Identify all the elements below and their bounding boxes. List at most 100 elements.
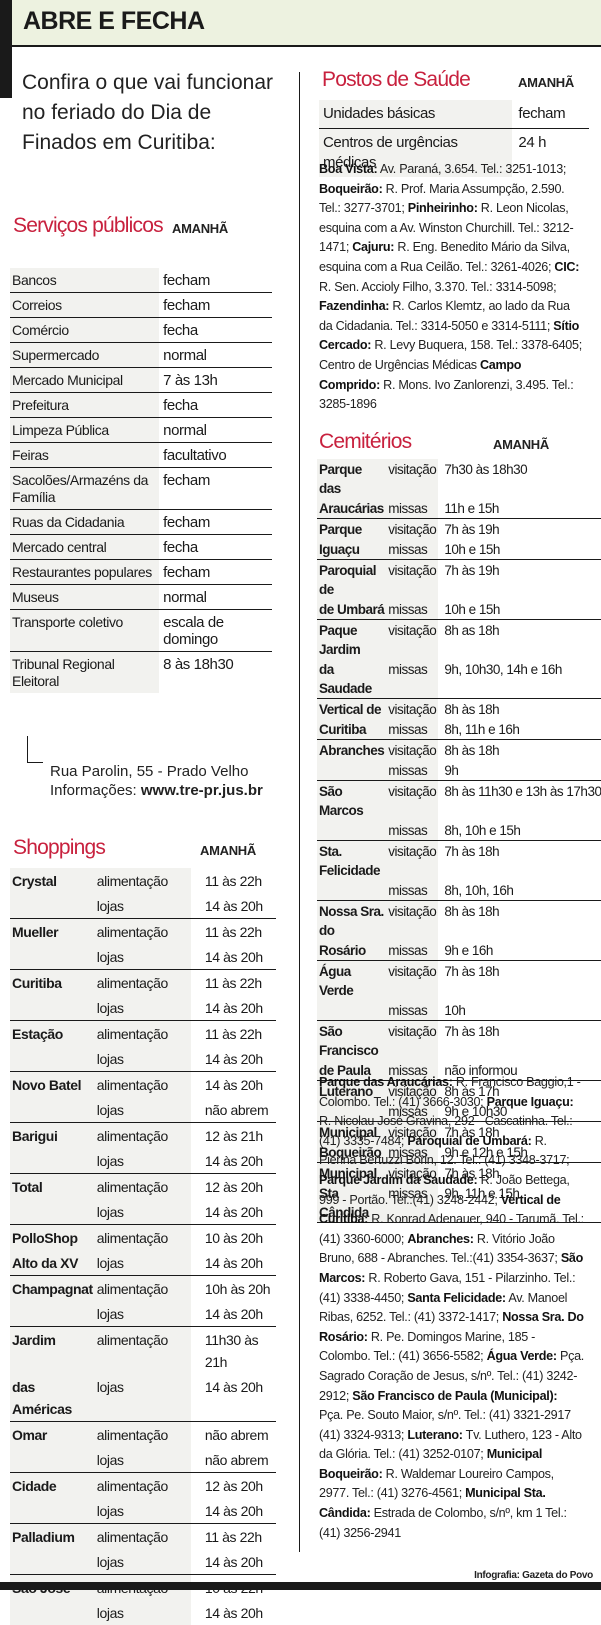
shopping-type-lojas: lojas: [94, 1498, 191, 1524]
shopping-time-alimentacao: 11 às 22h: [204, 975, 262, 991]
address-detail: R. Eng. Benedito Mário da Silva, esquina…: [319, 240, 570, 274]
shopping-name: Estação: [10, 1020, 95, 1046]
cemiterio-time-visitacao: 8h as 18h: [444, 623, 500, 638]
servico-status: 7 às 13h: [163, 372, 218, 389]
cemiterios-amanha-label: AMANHÃ: [493, 437, 549, 452]
cemiterio-type-visitacao: visitação: [386, 1162, 439, 1183]
servicos-amanha-label: AMANHÃ: [172, 221, 228, 236]
shopping-name: Omar: [10, 1421, 95, 1447]
shopping-row: Estação alimentação 11 às 22h: [10, 1020, 276, 1046]
address-detail: R. Waldemar Loureiro Campos, 2977. Tel.:…: [319, 1466, 554, 1501]
shopping-name-line2: das Américas: [10, 1374, 95, 1422]
cemiterio-time-missas: 8h, 10h e 15h: [444, 823, 521, 838]
shopping-name-line2: [10, 1148, 95, 1174]
cemiterio-name-line2: Iguaçu: [317, 539, 387, 560]
postos-addresses: Boa Vista: Av. Paraná, 3.654. Tel.: 3251…: [319, 160, 584, 415]
cemiterio-name: Parque: [317, 518, 387, 539]
cemiterio-name-line2: [317, 1000, 387, 1021]
servico-name: Correios: [10, 292, 160, 318]
cemiterio-type-missas: missas: [386, 539, 439, 560]
cemiterio-row: Municipal visitação 7h às 18h: [317, 1121, 601, 1142]
shopping-row: lojas 14 às 20h: [10, 893, 276, 919]
shopping-time-alimentacao: 12 às 20h: [204, 1478, 263, 1494]
servicos-row: Tribunal Regional Eleitoral 8 às 18h30: [10, 651, 272, 693]
servico-name: Supermercado: [10, 342, 160, 368]
cemiterio-time-visitacao: 7h às 18h: [444, 964, 500, 979]
cemiterio-name: São Francisco: [317, 1020, 387, 1060]
servicos-row: Prefeitura fecha: [10, 392, 272, 418]
posto-status: 24 h: [518, 134, 547, 151]
shopping-name-line2: [10, 1600, 95, 1625]
cemiterio-name: Paque Jardim: [317, 619, 387, 659]
shopping-type-alimentacao: alimentação: [94, 1421, 191, 1447]
cemiterio-name-line2: [317, 1101, 387, 1122]
shopping-row: Alto da XV lojas 14 às 20h: [10, 1250, 276, 1276]
servicos-row: Mercado central fecha: [10, 534, 272, 560]
cemiterio-row: Nossa Sra. do visitação 8h às 18h: [317, 900, 601, 940]
cemiterio-row: Paque Jardim visitação 8h as 18h: [317, 619, 601, 659]
postos-amanha-label: AMANHÃ: [518, 75, 574, 90]
shopping-row: Curitiba alimentação 11 às 22h: [10, 969, 276, 995]
tre-address: Rua Parolin, 55 - Prado Velho: [50, 763, 249, 780]
shopping-type-lojas: lojas: [94, 1097, 191, 1123]
servicos-row: Supermercado normal: [10, 342, 272, 368]
tre-info-link[interactable]: www.tre-pr.jus.br: [140, 782, 263, 799]
cemiterio-name: Abranches: [317, 739, 387, 760]
shopping-row: lojas 14 às 20h: [10, 995, 276, 1021]
cemiterio-type-missas: missas: [386, 880, 439, 901]
address-place-name: Nossa Sra. Do Rosário:: [319, 1310, 584, 1344]
credit-line: Infografia: Gazeta do Povo: [474, 1570, 593, 1581]
servico-name: Transporte coletivo: [10, 609, 160, 652]
servico-status: fecham: [163, 564, 210, 581]
shopping-name-line2: [10, 1301, 95, 1327]
shopping-type-lojas: lojas: [94, 1046, 191, 1072]
cemiterio-time-visitacao: 7h às 18h: [444, 1125, 500, 1140]
cemiterio-type-missas: missas: [386, 498, 439, 519]
cemiterio-type-visitacao: visitação: [386, 960, 439, 1000]
shopping-type-alimentacao: alimentação: [94, 918, 191, 944]
cemiterio-name-line2: Rosário: [317, 940, 387, 961]
cemiterio-time-visitacao: 7h às 18h: [444, 844, 500, 859]
cemiterio-name-line2: Boqueirão: [317, 1142, 387, 1163]
servico-status: fecham: [163, 514, 210, 531]
cemiterio-row: missas 9h e 10h30: [317, 1101, 601, 1122]
shopping-row: Barigui alimentação 12 às 21h: [10, 1122, 276, 1148]
posto-type: Unidades básicas: [319, 100, 513, 129]
posto-type: Centros de urgências médicas: [319, 128, 513, 177]
shopping-row: Mueller alimentação 11 às 22h: [10, 918, 276, 944]
servicos-table: Bancos fecham Correios fecham Comércio fecha S…: [10, 268, 272, 693]
shopping-type-lojas: lojas: [94, 1199, 191, 1225]
address-place-name: Paroquial de Umbará:: [407, 1133, 532, 1148]
cemiterio-time-visitacao: 7h às 19h: [444, 563, 500, 578]
shopping-time-lojas: 14 às 20h: [204, 1000, 263, 1016]
cemiterio-name-line2: de Umbará: [317, 599, 387, 620]
shopping-name-line2: [10, 944, 95, 970]
cemiterio-type-missas: missas: [386, 1142, 439, 1163]
servico-name: Restaurantes populares: [10, 559, 160, 585]
cemiterio-row: Araucárias missas 11h e 15h: [317, 498, 601, 519]
shopping-type-alimentacao: alimentação: [94, 1326, 191, 1374]
address-place-name: Campo Comprido:: [319, 357, 522, 392]
cemiterio-row: Rosário missas 9h e 16h: [317, 940, 601, 961]
shopping-name-line2: [10, 893, 95, 919]
shopping-time-lojas: 14 às 20h: [204, 1051, 263, 1067]
shopping-type-lojas: lojas: [94, 995, 191, 1021]
cemiterio-name-line2: da Saudade: [317, 659, 387, 699]
cemiterio-time-missas: 9h e 16h: [444, 943, 493, 958]
shopping-type-lojas: lojas: [94, 1374, 191, 1422]
servico-name: Bancos: [10, 268, 160, 293]
shopping-time-lojas: 14 às 20h: [204, 1554, 263, 1570]
address-place-name: Santa Felicidade:: [407, 1290, 506, 1305]
address-place-name: Luterano:: [407, 1427, 463, 1442]
servico-name: Sacolões/Armazéns da Família: [10, 467, 160, 510]
address-place-name: Vertical de Curitiba:: [319, 1192, 561, 1227]
cemiterio-type-visitacao: visitação: [386, 840, 439, 880]
shopping-name: PolloShop: [10, 1224, 95, 1250]
shopping-type-alimentacao: alimentação: [94, 1472, 191, 1498]
shopping-type-alimentacao: alimentação: [94, 868, 191, 893]
shopping-row: Total alimentação 12 às 20h: [10, 1173, 276, 1199]
shopping-time-alimentacao: 10 às 20h: [204, 1230, 263, 1246]
shopping-row: Champagnat alimentação 10h às 20h: [10, 1275, 276, 1301]
shopping-time-alimentacao: não abrem: [204, 1427, 269, 1443]
cemiterio-type-missas: missas: [386, 659, 439, 699]
